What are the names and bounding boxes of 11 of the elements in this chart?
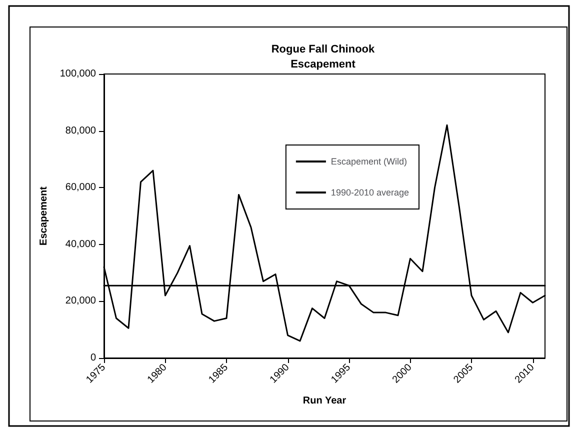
x-axis-title: Run Year — [302, 396, 346, 406]
y-tick-label: 20,000 — [65, 296, 96, 307]
y-tick-label: 40,000 — [65, 238, 96, 250]
legend-label: 1990-2010 average — [330, 188, 410, 198]
y-tick-label: 80,000 — [65, 125, 96, 136]
legend-label: Escapement (Wild) — [330, 156, 407, 166]
y-tick-label: 60,000 — [65, 182, 96, 194]
y-tick-label: 0 — [90, 352, 96, 364]
chart-title: Rogue Fall Chinook Escapement — [271, 44, 376, 70]
y-tick-label: 100,000 — [60, 68, 96, 80]
y-axis-title: Escapement — [38, 186, 50, 246]
